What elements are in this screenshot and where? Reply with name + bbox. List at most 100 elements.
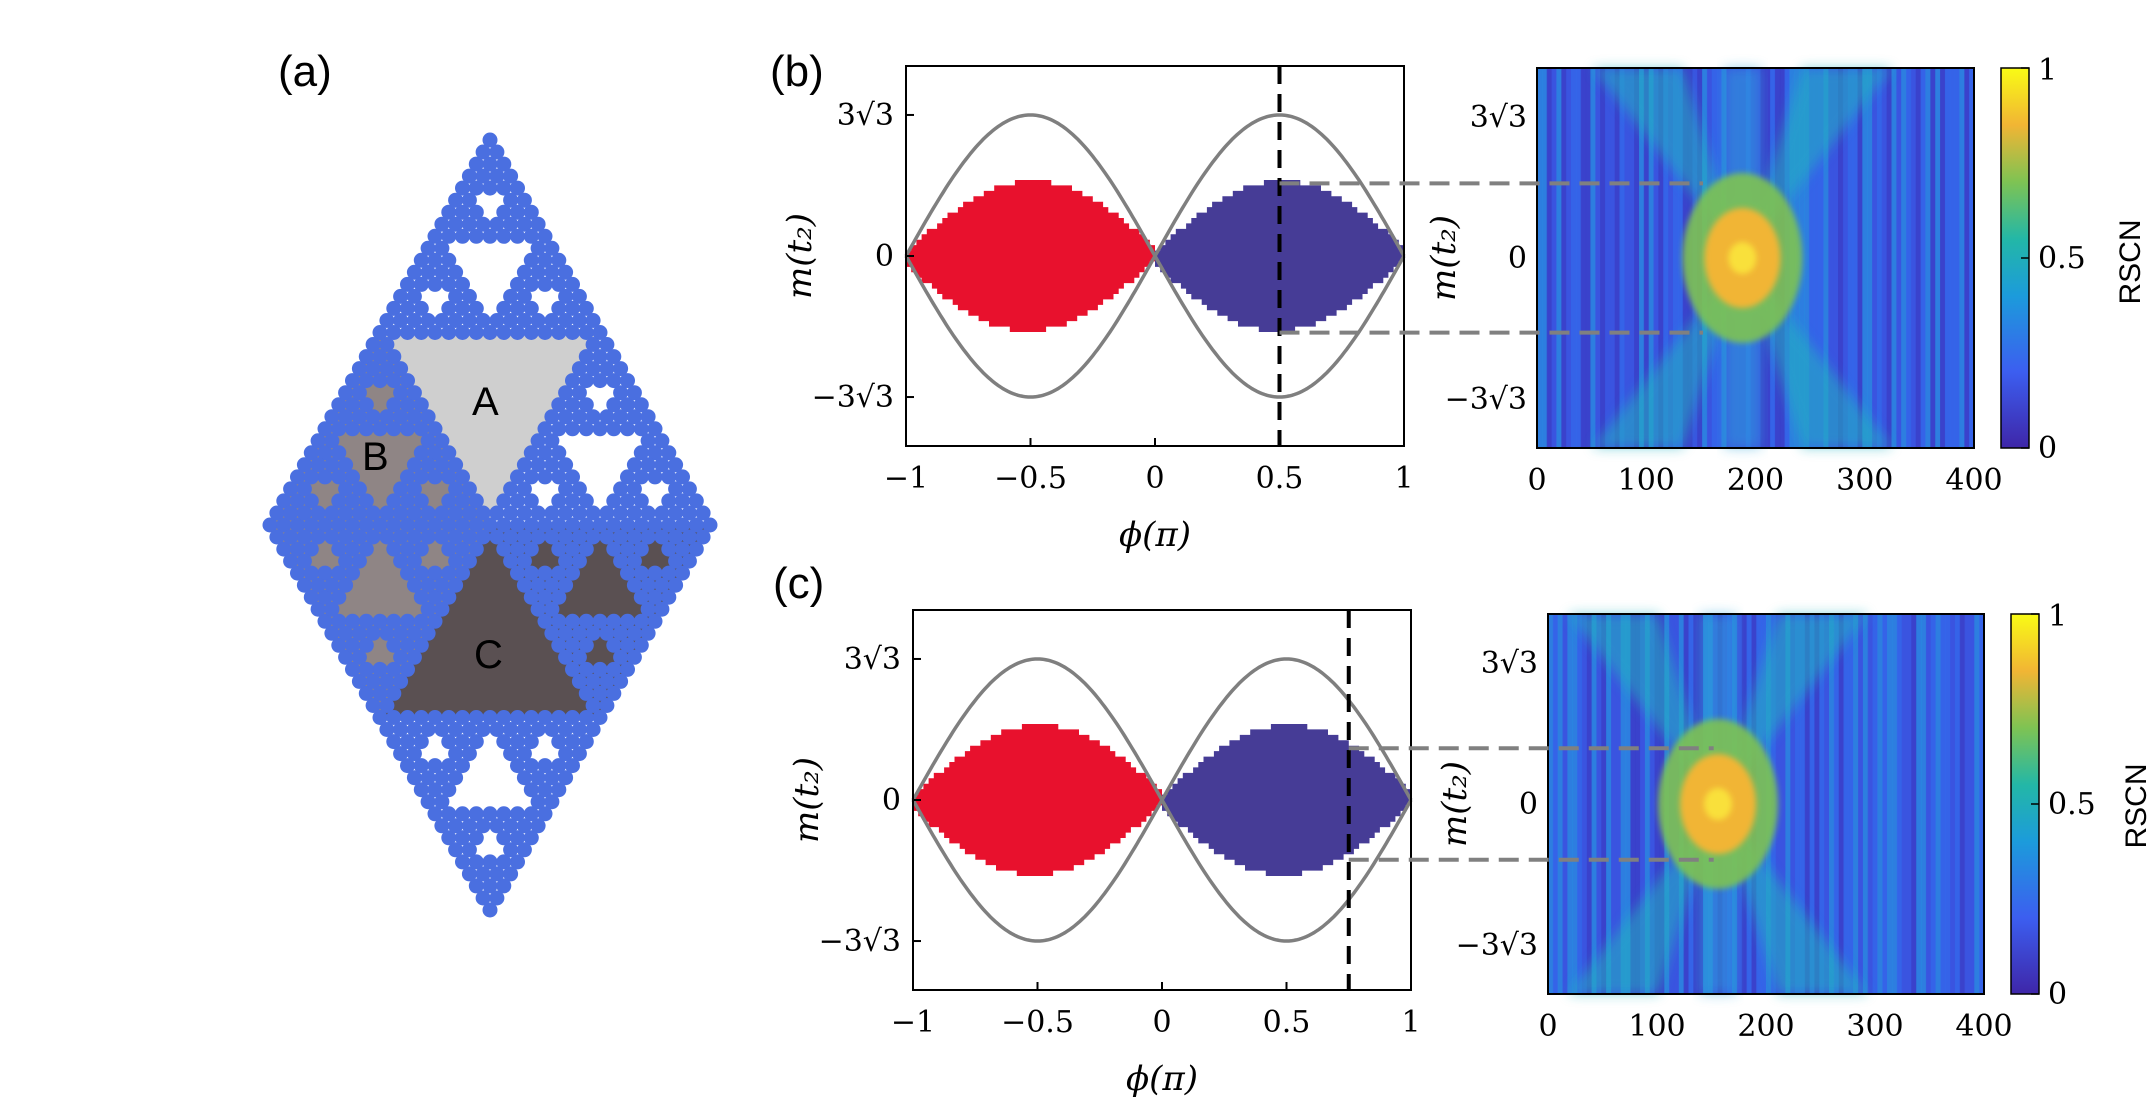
heatmap-streak [1872, 68, 1878, 448]
lattice-site [537, 710, 553, 725]
lattice-site [510, 493, 525, 509]
lattice-site [496, 517, 512, 533]
lattice-site [599, 529, 615, 545]
heatmap-streak [1614, 68, 1621, 448]
lattice-site [578, 349, 594, 365]
y-tick-label: 0 [882, 783, 901, 818]
lattice-site [675, 469, 690, 485]
lattice-site [585, 698, 601, 713]
lattice-site [620, 565, 635, 581]
lattice-site [537, 613, 553, 629]
lattice-site [338, 457, 354, 473]
heatmap-streak [1575, 68, 1582, 448]
lattice-site [455, 541, 470, 557]
lattice-site [523, 493, 539, 509]
heatmap-y-axis-label: m(t₂) [1424, 215, 1464, 301]
y-axis-label: m(t₂) [787, 757, 827, 843]
heatmap-y-tick-label: −3√3 [1456, 928, 1538, 963]
lattice-site [530, 313, 546, 328]
heatmap-streak [1799, 614, 1806, 994]
lattice-site [489, 818, 505, 834]
lattice-site [503, 866, 519, 882]
lattice-site [441, 204, 457, 220]
lattice-site [675, 517, 690, 533]
heatmap-streak [1921, 614, 1927, 994]
lattice-site [510, 517, 525, 533]
lattice-site [565, 276, 580, 292]
lattice-site [296, 553, 312, 569]
heatmap-streak [1552, 614, 1559, 994]
heatmap-streak [1950, 614, 1956, 994]
lattice-site [496, 710, 512, 725]
colorbar-c-tick-1: 1 [2048, 599, 2067, 634]
lattice-site [434, 601, 450, 617]
lattice-site [592, 373, 608, 389]
lattice-site [510, 806, 525, 822]
lattice-site [441, 734, 457, 750]
lattice-site [393, 481, 409, 497]
lattice-site [448, 577, 464, 593]
heatmap-streak [1556, 68, 1563, 448]
lattice-site [482, 132, 498, 148]
lattice-site [379, 505, 395, 521]
heatmap-streak [1823, 68, 1830, 448]
lattice-site [406, 505, 422, 521]
heatmap-streak [1615, 614, 1622, 994]
heatmap-streak [1819, 614, 1825, 994]
lattice-site [461, 842, 477, 858]
lattice-site [606, 349, 622, 365]
lattice-site [530, 457, 546, 473]
colorbar-b-tick-05: 0.5 [2038, 241, 2086, 276]
lattice-site [400, 637, 415, 653]
lattice-site [386, 397, 402, 413]
lattice-site [496, 878, 512, 894]
lattice-site [427, 565, 443, 581]
lattice-site [393, 673, 409, 689]
lattice-site [565, 373, 580, 389]
lattice-site [290, 469, 305, 485]
lattice-site [503, 216, 519, 232]
region-b-label: B [362, 435, 389, 479]
lattice-site [688, 493, 704, 509]
phase-region-1 [1155, 180, 1404, 332]
heatmap-streak [1959, 68, 1966, 448]
lattice-site [626, 553, 642, 569]
heatmap-streak [1663, 68, 1669, 448]
lattice-site [351, 625, 367, 641]
heatmap-x-tick-label: 100 [1628, 1009, 1685, 1044]
lattice-site [427, 710, 443, 725]
chart-c-left: −1 −0.5 0 0.5 1 3√3 0 −3√3 ϕ(π) m(t₂) [787, 609, 1421, 1099]
lattice-site [468, 806, 484, 822]
heatmap-streak [1911, 614, 1917, 994]
lattice-site [331, 397, 347, 413]
lattice-site [503, 505, 519, 521]
heatmap-streak [1969, 614, 1976, 994]
lattice-site [530, 264, 546, 280]
lattice-site [510, 830, 525, 846]
lattice-site [400, 541, 415, 557]
heatmap-streak [1557, 614, 1564, 994]
heatmap-x-tick-label: 0 [1538, 1009, 1557, 1044]
lattice-site [413, 276, 429, 292]
lattice-site [283, 529, 299, 545]
lattice-site [379, 673, 395, 689]
lattice-site [290, 493, 305, 509]
heatmap-streak [1809, 614, 1816, 994]
lattice-site [516, 457, 532, 473]
lattice-site [592, 517, 608, 533]
lattice-site [613, 625, 629, 641]
lattice-site [434, 818, 450, 834]
lattice-site [544, 625, 560, 641]
heatmap-streak [1649, 614, 1656, 994]
lattice-site [338, 649, 354, 665]
lattice-site [626, 409, 642, 425]
heatmap-streak [1677, 68, 1684, 448]
lattice-site [537, 252, 553, 268]
lattice-site [317, 421, 333, 437]
lattice-site [661, 589, 677, 605]
lattice-site [606, 493, 622, 509]
lattice-site [461, 818, 477, 834]
lattice-site [647, 469, 663, 485]
lattice-site [599, 698, 615, 713]
